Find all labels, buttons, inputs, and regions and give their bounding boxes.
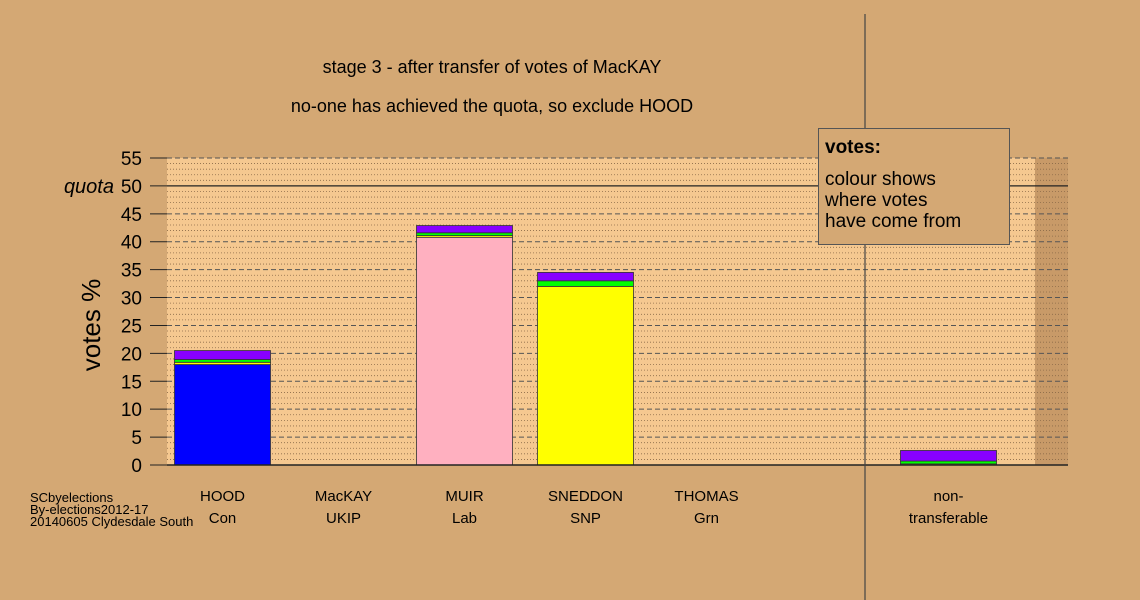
x-tick-label-party: SNP [570, 510, 601, 527]
y-tick-label: 10 [121, 400, 142, 421]
bar-segment [416, 225, 513, 234]
y-tick-label: 20 [121, 344, 142, 365]
x-tick-label-party: Lab [452, 510, 477, 527]
legend-text: colour shows where votes have come from [825, 169, 962, 232]
x-tick-label-name: HOOD [200, 488, 245, 505]
legend-title: votes: [825, 137, 881, 158]
y-tick-label: 30 [121, 289, 142, 310]
bar-segment [174, 364, 271, 466]
bar-segment [900, 460, 997, 465]
legend-box: votes: colour shows where votes have com… [818, 128, 1010, 245]
bar-segment [416, 236, 513, 466]
y-tick-label: 25 [121, 316, 142, 337]
x-tick-label-name: THOMAS [674, 488, 738, 505]
x-tick-label-party: Con [209, 510, 237, 527]
bar-segment [537, 285, 634, 466]
footer-line-1: SCbyelections [30, 490, 114, 505]
x-tick-label-party: UKIP [326, 510, 361, 527]
x-tick-label-name: MacKAY [315, 488, 372, 505]
bar-segment [537, 272, 634, 282]
bar-segment [174, 350, 271, 360]
y-tick-label: 15 [121, 372, 142, 393]
y-tick-label: 50 [121, 177, 142, 198]
bar-segment [416, 232, 513, 236]
chart-title: stage 3 - after transfer of votes of Mac… [323, 57, 662, 77]
chart-subtitle: no-one has achieved the quota, so exclud… [291, 96, 693, 116]
y-tick-label: 35 [121, 261, 142, 282]
bar-segment [174, 359, 271, 363]
y-tick-label: 0 [131, 456, 142, 477]
x-tick-label-name: SNEDDON [548, 488, 623, 505]
plot-shaded-region [1035, 158, 1068, 465]
footer-line-2: By-elections2012-17 [30, 502, 149, 517]
x-tick-label-name: non- [933, 488, 963, 505]
quota-label: quota [64, 176, 114, 198]
footer: SCbyelections By-elections2012-17 201406… [30, 490, 194, 529]
y-tick-label: 45 [121, 205, 142, 226]
bar-segment [537, 280, 634, 287]
bar-segment [900, 450, 997, 462]
y-tick-label: 55 [121, 149, 142, 170]
x-tick-label-name: MUIR [445, 488, 483, 505]
footer-line-3: 20140605 Clydesdale South [30, 514, 194, 529]
x-tick-label-party: transferable [909, 510, 988, 527]
y-axis-label: votes % [76, 279, 106, 372]
x-tick-label-party: Grn [694, 510, 719, 527]
y-tick-label: 5 [131, 428, 142, 449]
y-tick-label: 40 [121, 233, 142, 254]
